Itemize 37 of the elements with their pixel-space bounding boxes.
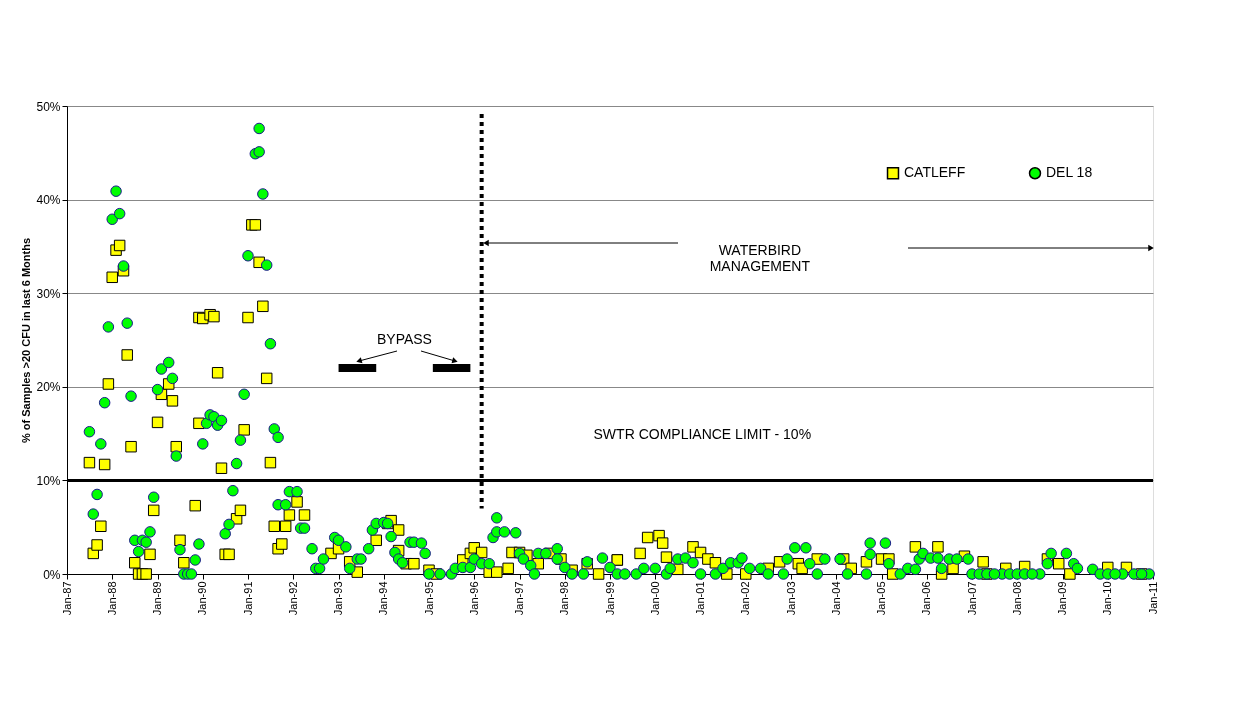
- y-tick-label: 50%: [36, 99, 61, 114]
- x-tick-label: Jan-01: [694, 581, 707, 616]
- x-tick-label: Jan-02: [739, 581, 752, 616]
- y-tick-label: 20%: [36, 380, 61, 395]
- x-tick-label: Jan-05: [875, 581, 888, 616]
- x-tick-label: Jan-91: [241, 581, 254, 616]
- x-tick-label: Jan-95: [422, 581, 435, 616]
- x-tick-label: Jan-10: [1101, 581, 1114, 616]
- x-tick-label: Jan-93: [332, 581, 345, 616]
- x-tick-label: Jan-94: [377, 581, 390, 616]
- x-tick-label: Jan-96: [467, 581, 480, 616]
- y-tick-label: 0%: [43, 567, 61, 582]
- x-tick-label: Jan-08: [1010, 581, 1023, 616]
- annotation: WATERBIRD MANAGEMENT: [709, 242, 811, 275]
- y-axis-title: % of Samples >20 CFU in last 6 Months: [20, 237, 33, 444]
- x-tick-label: Jan-99: [603, 581, 616, 616]
- x-tick-label: Jan-90: [196, 581, 209, 616]
- x-tick-label: Jan-98: [558, 581, 571, 616]
- x-tick-label: Jan-97: [513, 581, 526, 616]
- y-tick-label: 40%: [36, 193, 61, 208]
- x-tick-label: Jan-11: [1146, 581, 1159, 615]
- legend-label: CATLEFF: [904, 164, 966, 181]
- x-tick-label: Jan-87: [60, 581, 73, 616]
- ref-line-label: SWTR COMPLIANCE LIMIT - 10%: [593, 426, 812, 443]
- x-tick-label: Jan-04: [829, 581, 842, 616]
- y-tick-label: 30%: [36, 286, 61, 301]
- x-tick-label: Jan-00: [648, 581, 661, 616]
- x-tick-label: Jan-09: [1056, 581, 1069, 616]
- x-tick-label: Jan-06: [920, 581, 933, 616]
- y-tick-label: 10%: [36, 473, 61, 488]
- x-tick-label: Jan-88: [105, 581, 118, 616]
- x-tick-label: Jan-03: [784, 581, 797, 616]
- series-label: BYPASS: [376, 331, 432, 348]
- x-tick-label: Jan-92: [286, 581, 299, 616]
- legend-label: DEL 18: [1046, 164, 1093, 181]
- x-tick-label: Jan-07: [965, 581, 978, 616]
- x-tick-label: Jan-89: [151, 581, 164, 616]
